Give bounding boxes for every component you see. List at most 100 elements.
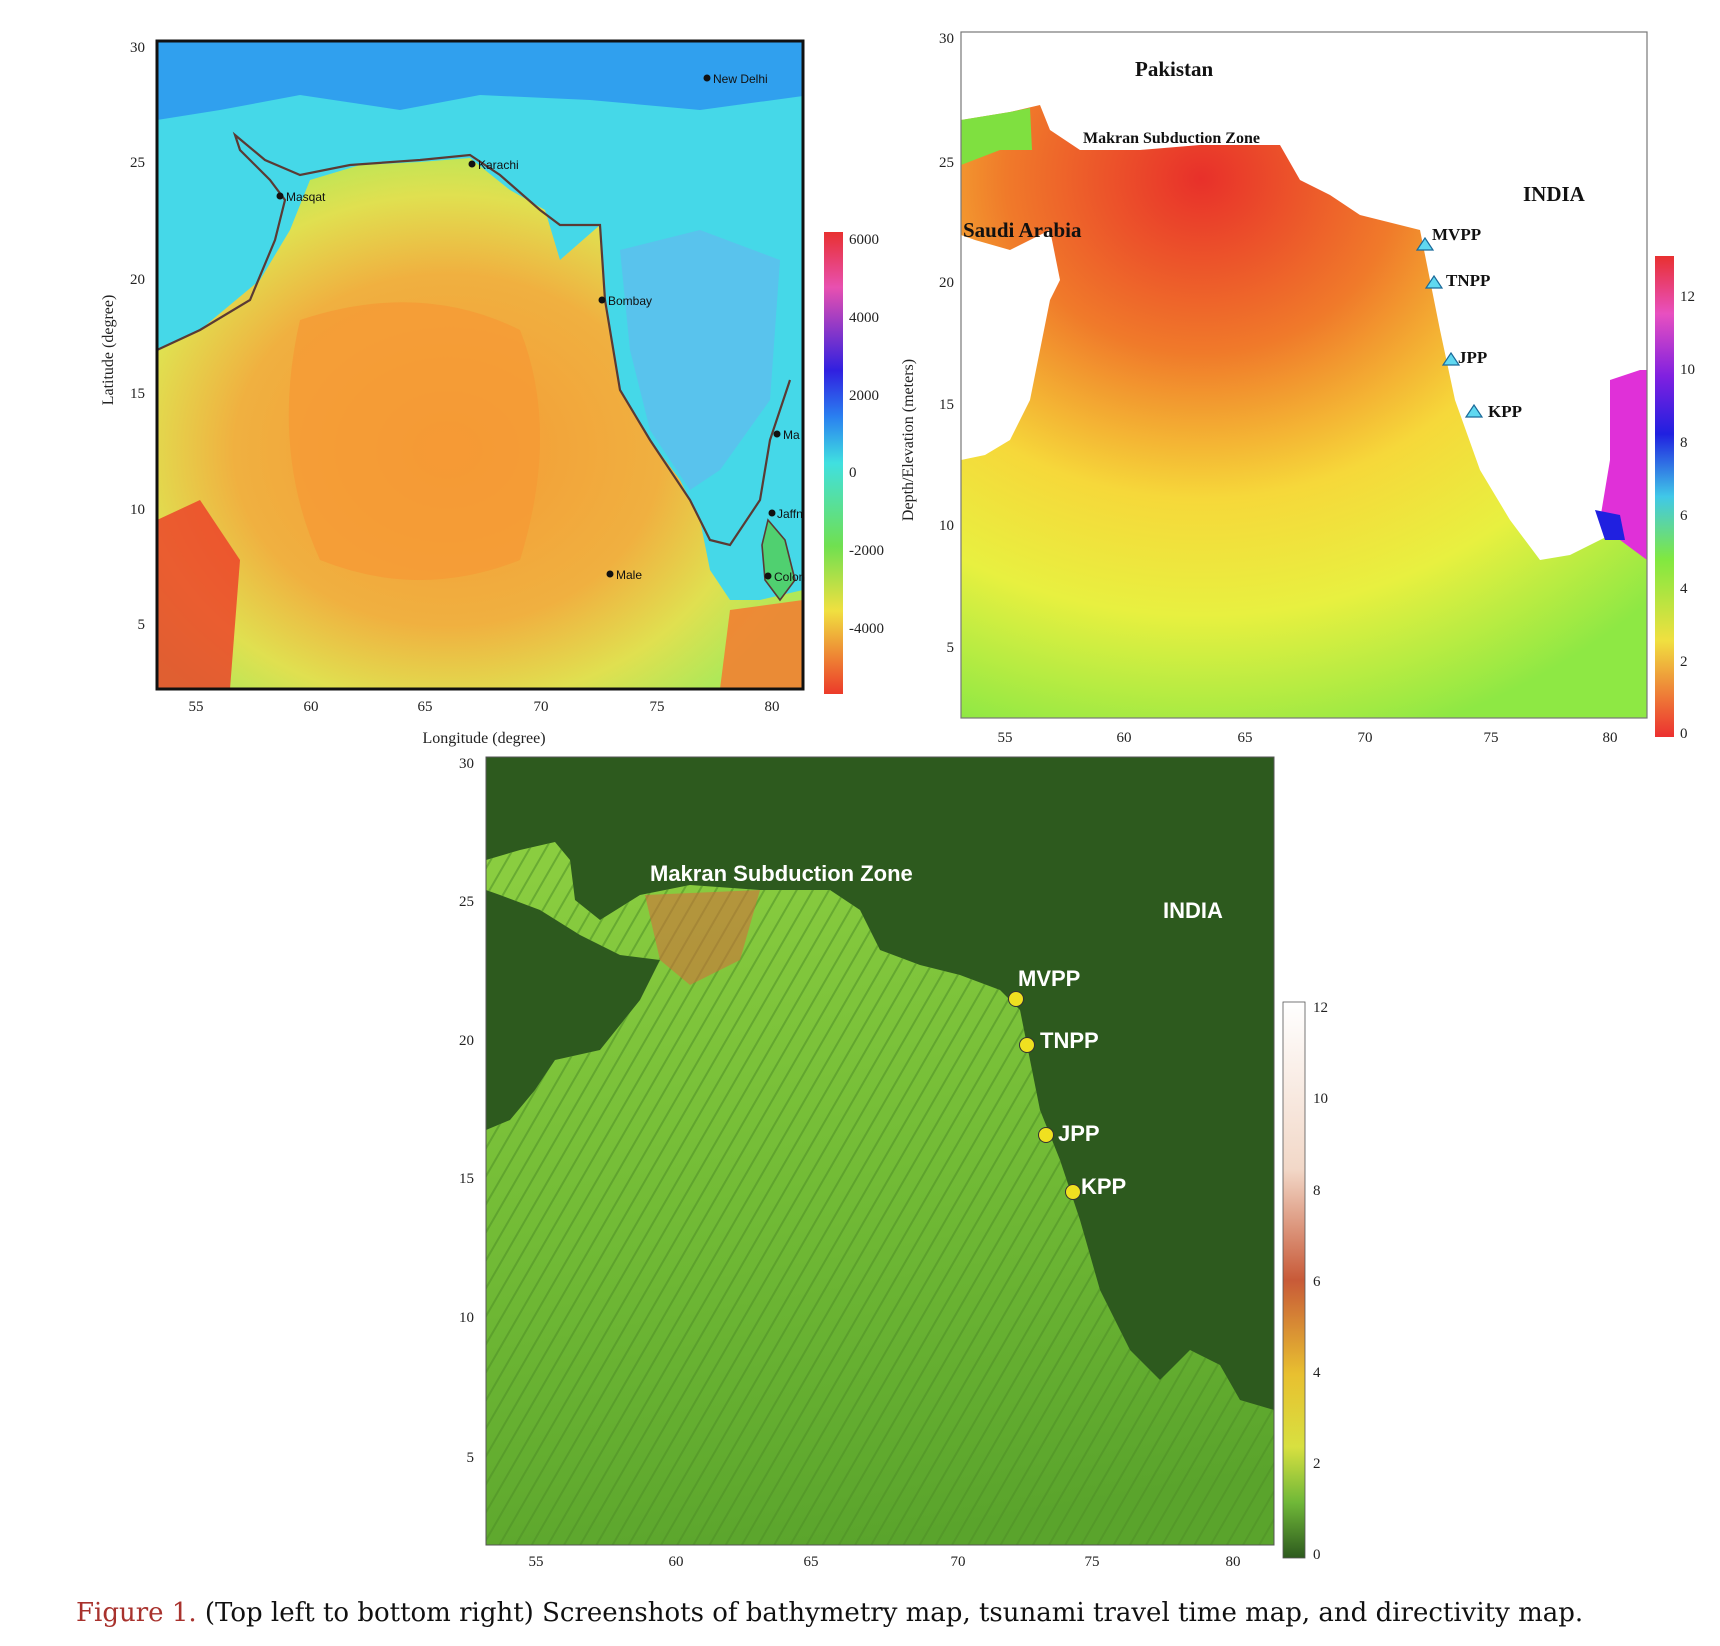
bathymetry-himalaya-region — [157, 41, 803, 120]
travel-time-colorbar: 12 10 8 6 4 2 0 — [1655, 256, 1695, 742]
figure-caption: Figure 1. (Top left to bottom right) Scr… — [76, 1598, 1583, 1628]
x-tick: 70 — [1358, 730, 1373, 746]
travel-time-frame — [960, 31, 1648, 719]
travel-time-bay — [1595, 510, 1625, 540]
y-tick: 10 — [130, 502, 145, 518]
x-tick: 70 — [534, 699, 549, 715]
directivity-source-zone — [645, 890, 760, 985]
plant-label-kpp: KPP — [1081, 1174, 1126, 1199]
plant-marker-kpp — [1065, 1184, 1081, 1200]
colorbar-tick: 0 — [1680, 726, 1688, 742]
y-tick: 30 — [459, 756, 474, 772]
y-tick: 20 — [130, 272, 145, 288]
country-label-india: INDIA — [1163, 898, 1223, 923]
x-tick: 70 — [951, 1554, 966, 1570]
y-tick: 25 — [939, 155, 954, 171]
zone-label-makran: Makran Subduction Zone — [1083, 130, 1260, 147]
x-tick: 75 — [1484, 730, 1499, 746]
city-dot-karachi — [468, 160, 476, 168]
colorbar-tick: 6 — [1313, 1274, 1321, 1290]
city-dot-colombo — [764, 572, 772, 580]
x-tick: 55 — [529, 1554, 544, 1570]
x-tick: 80 — [765, 699, 780, 715]
y-tick: 15 — [459, 1171, 474, 1187]
city-label-masqat: Masqat — [286, 190, 326, 204]
bathymetry-deccan-highlands — [620, 230, 780, 490]
colorbar-tick: 2 — [1680, 654, 1688, 670]
plant-marker-tnpp — [1424, 274, 1444, 289]
y-axis-label: Latitude (degree) — [100, 295, 117, 406]
y-tick: 25 — [459, 894, 474, 910]
plant-label-mvpp: MVPP — [1432, 225, 1481, 244]
x-tick: 75 — [650, 699, 665, 715]
travel-time-labels: Pakistan Makran Subduction Zone INDIA Sa… — [963, 57, 1586, 242]
directivity-map — [485, 756, 1275, 1546]
city-dot-male — [606, 570, 614, 578]
figure-caption-text: (Top left to bottom right) Screenshots o… — [196, 1598, 1584, 1628]
bathymetry-x-axis: 55 60 65 70 75 80 Longitude (degree) — [189, 699, 780, 747]
colorbar-tick: 2 — [1313, 1456, 1321, 1472]
colorbar-tick: 6 — [1680, 508, 1688, 524]
city-dot-masqat — [276, 192, 284, 200]
city-dot-madras — [773, 430, 781, 438]
x-tick: 65 — [418, 699, 433, 715]
x-tick: 60 — [669, 1554, 684, 1570]
directivity-frame — [485, 756, 1275, 1546]
directivity-wave-ripples — [486, 842, 1274, 1545]
directivity-plant-markers: MVPP TNPP JPP KPP — [1008, 966, 1126, 1200]
plant-marker-jpp — [1038, 1127, 1054, 1143]
colorbar-tick: 8 — [1680, 435, 1688, 451]
colorbar-tick: 6000 — [849, 232, 879, 248]
y-tick: 5 — [947, 640, 955, 656]
x-tick: 55 — [189, 699, 204, 715]
plant-marker-mvpp — [1008, 991, 1024, 1007]
colorbar-tick: 4000 — [849, 310, 879, 326]
plant-marker-kpp — [1464, 403, 1484, 418]
x-tick: 60 — [1117, 730, 1132, 746]
x-tick: 80 — [1603, 730, 1618, 746]
plant-label-jpp: JPP — [1058, 1121, 1100, 1146]
city-label-bombay: Bombay — [608, 294, 652, 308]
city-label-male: Male — [616, 568, 642, 582]
travel-time-east-coast — [1600, 370, 1647, 560]
city-label-madras: Ma — [783, 428, 800, 442]
travel-time-x-axis: 55 60 65 70 75 80 — [998, 730, 1618, 746]
directivity-x-axis: 55 60 65 70 75 80 — [529, 1554, 1241, 1570]
bathymetry-frame — [155, 39, 805, 691]
travel-time-saudi-coast — [961, 108, 1032, 165]
y-tick: 15 — [130, 386, 145, 402]
plant-label-kpp: KPP — [1488, 402, 1522, 421]
country-label-india: INDIA — [1523, 182, 1586, 206]
plant-label-mvpp: MVPP — [1018, 966, 1080, 991]
bathymetry-sri-lanka — [761, 518, 796, 602]
x-axis-label: Longitude (degree) — [422, 730, 545, 747]
colorbar-tick: 12 — [1313, 1000, 1328, 1016]
plant-marker-mvpp — [1415, 236, 1435, 251]
city-label-jaffna: Jaffn — [777, 507, 803, 521]
x-tick: 55 — [998, 730, 1013, 746]
colorbar-tick: 0 — [849, 465, 857, 481]
city-dot-bombay — [598, 296, 606, 304]
plant-label-jpp: JPP — [1458, 348, 1487, 367]
y-tick: 20 — [459, 1033, 474, 1049]
plant-marker-tnpp — [1019, 1037, 1035, 1053]
travel-time-plant-markers: MVPP TNPP JPP KPP — [1415, 225, 1522, 421]
colorbar-tick: 10 — [1680, 362, 1695, 378]
colorbar-tick: 0 — [1313, 1547, 1321, 1563]
bathymetry-colorbar: 6000 4000 2000 0 -2000 -4000 Depth/Eleva… — [824, 232, 917, 694]
directivity-colorbar: 12 10 8 6 4 2 0 — [1282, 1000, 1328, 1563]
directivity-labels: Makran Subduction Zone INDIA — [650, 861, 1223, 923]
x-tick: 80 — [1226, 1554, 1241, 1570]
country-label-pakistan: Pakistan — [1135, 57, 1214, 81]
plant-marker-jpp — [1441, 351, 1461, 366]
y-tick: 10 — [939, 518, 954, 534]
plant-label-tnpp: TNPP — [1040, 1028, 1099, 1053]
travel-time-map — [960, 31, 1648, 719]
city-dot-jaffna — [768, 509, 776, 517]
travel-time-field — [961, 105, 1647, 718]
x-tick: 60 — [304, 699, 319, 715]
y-tick: 30 — [130, 40, 145, 56]
colorbar-label: Depth/Elevation (meters) — [900, 359, 917, 521]
bathymetry-y-axis: 30 25 20 15 10 5 Latitude (degree) — [100, 40, 145, 633]
colorbar-tick: -2000 — [849, 543, 884, 559]
